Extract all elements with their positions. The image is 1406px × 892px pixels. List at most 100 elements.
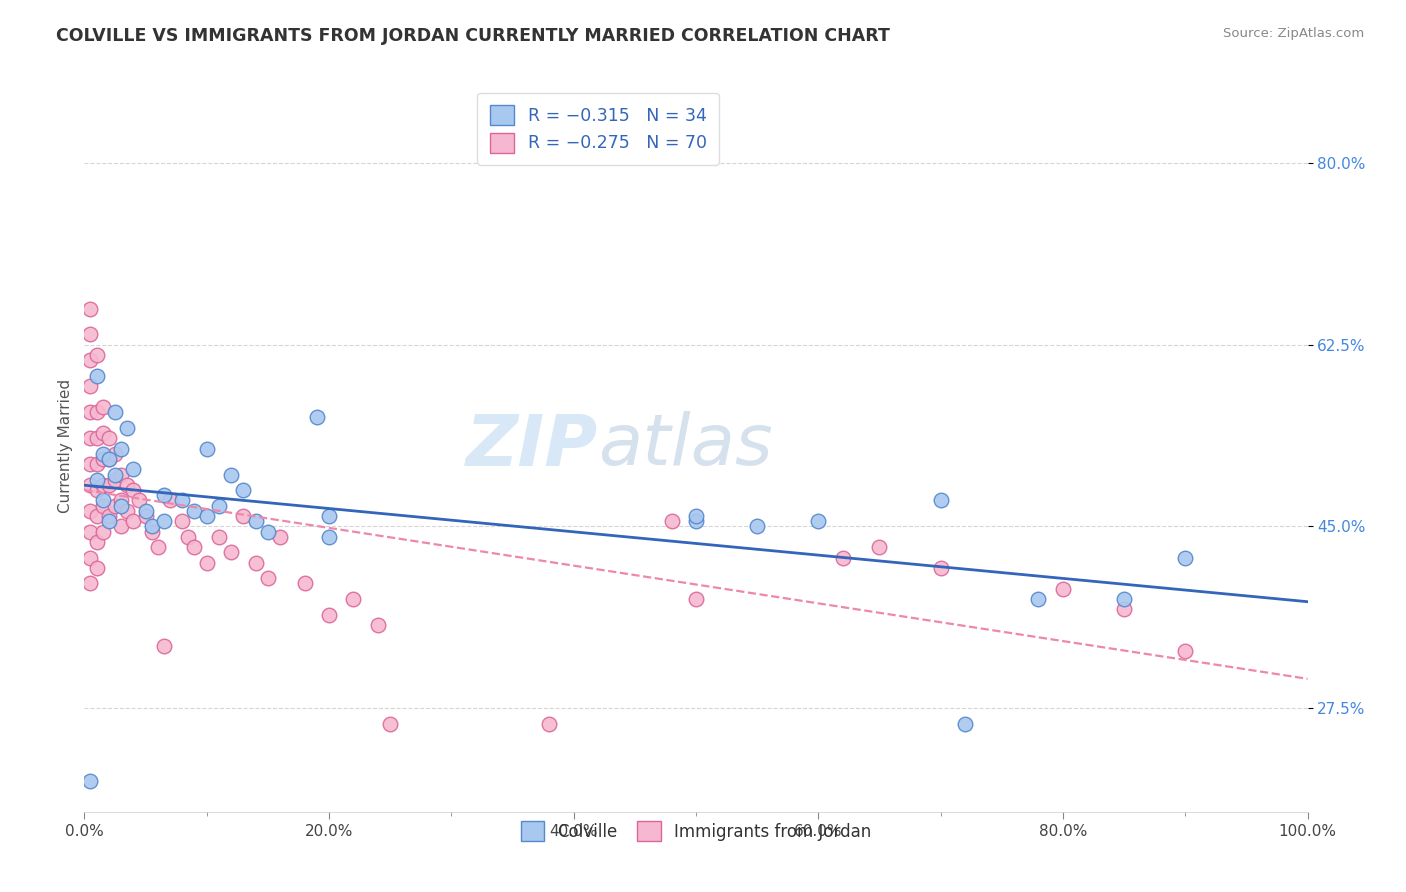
- Point: [807, 514, 830, 528]
- Point: [1114, 602, 1136, 616]
- Text: Source: ZipAtlas.com: Source: ZipAtlas.com: [1223, 27, 1364, 40]
- Point: [195, 556, 218, 570]
- Point: [305, 410, 328, 425]
- Point: [257, 571, 280, 585]
- Point: [97, 509, 120, 524]
- Point: [929, 493, 952, 508]
- Point: [232, 509, 254, 524]
- Point: [294, 576, 316, 591]
- Point: [91, 493, 114, 508]
- Point: [86, 457, 108, 471]
- Point: [172, 493, 194, 508]
- Point: [86, 561, 108, 575]
- Point: [318, 530, 340, 544]
- Point: [79, 405, 101, 419]
- Point: [104, 473, 127, 487]
- Text: atlas: atlas: [598, 411, 773, 481]
- Point: [91, 524, 114, 539]
- Point: [1174, 550, 1197, 565]
- Point: [79, 478, 101, 492]
- Point: [538, 716, 561, 731]
- Point: [367, 618, 389, 632]
- Point: [219, 545, 242, 559]
- Point: [86, 431, 108, 445]
- Y-axis label: Currently Married: Currently Married: [58, 379, 73, 513]
- Point: [104, 467, 127, 482]
- Point: [245, 556, 267, 570]
- Point: [97, 452, 120, 467]
- Point: [153, 639, 176, 653]
- Point: [110, 467, 132, 482]
- Point: [122, 514, 145, 528]
- Point: [86, 473, 108, 487]
- Point: [104, 499, 127, 513]
- Point: [831, 550, 853, 565]
- Point: [110, 442, 132, 456]
- Point: [86, 509, 108, 524]
- Point: [135, 509, 157, 524]
- Point: [110, 493, 132, 508]
- Point: [177, 530, 200, 544]
- Point: [747, 519, 769, 533]
- Point: [86, 405, 108, 419]
- Point: [115, 478, 138, 492]
- Point: [685, 509, 707, 524]
- Point: [79, 301, 101, 316]
- Point: [195, 509, 218, 524]
- Point: [685, 592, 707, 607]
- Point: [219, 467, 242, 482]
- Point: [91, 425, 114, 440]
- Point: [122, 462, 145, 476]
- Point: [79, 576, 101, 591]
- Point: [128, 493, 150, 508]
- Point: [318, 607, 340, 622]
- Point: [86, 535, 108, 549]
- Point: [159, 493, 181, 508]
- Point: [245, 514, 267, 528]
- Point: [1114, 592, 1136, 607]
- Point: [79, 457, 101, 471]
- Point: [86, 348, 108, 362]
- Point: [91, 478, 114, 492]
- Point: [115, 504, 138, 518]
- Point: [97, 478, 120, 492]
- Point: [685, 514, 707, 528]
- Point: [104, 447, 127, 461]
- Point: [110, 519, 132, 533]
- Point: [1028, 592, 1050, 607]
- Point: [135, 504, 157, 518]
- Point: [953, 716, 976, 731]
- Point: [91, 499, 114, 513]
- Text: COLVILLE VS IMMIGRANTS FROM JORDAN CURRENTLY MARRIED CORRELATION CHART: COLVILLE VS IMMIGRANTS FROM JORDAN CURRE…: [56, 27, 890, 45]
- Point: [183, 540, 205, 554]
- Point: [79, 431, 101, 445]
- Point: [208, 499, 231, 513]
- Point: [110, 499, 132, 513]
- Point: [91, 452, 114, 467]
- Point: [86, 368, 108, 383]
- Point: [232, 483, 254, 497]
- Point: [661, 514, 683, 528]
- Point: [1052, 582, 1074, 596]
- Point: [342, 592, 364, 607]
- Point: [79, 327, 101, 342]
- Point: [269, 530, 291, 544]
- Point: [97, 452, 120, 467]
- Point: [79, 504, 101, 518]
- Point: [91, 400, 114, 414]
- Point: [153, 514, 176, 528]
- Point: [183, 504, 205, 518]
- Point: [146, 540, 169, 554]
- Point: [141, 524, 163, 539]
- Point: [141, 519, 163, 533]
- Point: [122, 483, 145, 497]
- Point: [257, 524, 280, 539]
- Point: [153, 488, 176, 502]
- Point: [115, 421, 138, 435]
- Point: [380, 716, 402, 731]
- Point: [97, 514, 120, 528]
- Point: [104, 405, 127, 419]
- Text: ZIP: ZIP: [465, 411, 598, 481]
- Point: [79, 524, 101, 539]
- Point: [79, 379, 101, 393]
